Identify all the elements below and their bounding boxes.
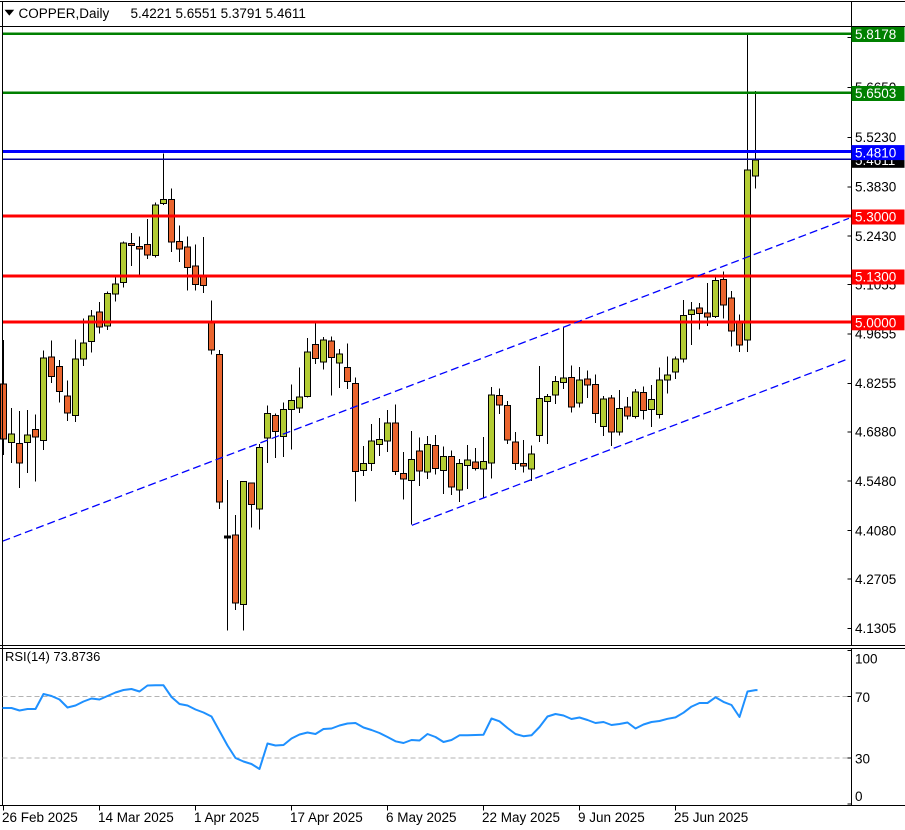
svg-text:4.8255: 4.8255 <box>855 376 896 391</box>
svg-text:4.2705: 4.2705 <box>855 572 896 587</box>
svg-text:70: 70 <box>855 690 870 705</box>
svg-text:0: 0 <box>855 789 863 804</box>
svg-text:5.6503: 5.6503 <box>855 86 896 101</box>
svg-text:9 Jun 2025: 9 Jun 2025 <box>578 810 645 825</box>
svg-text:1 Apr 2025: 1 Apr 2025 <box>194 810 259 825</box>
svg-text:5.3830: 5.3830 <box>855 180 896 195</box>
svg-text:5.8178: 5.8178 <box>855 27 896 42</box>
svg-text:5.1300: 5.1300 <box>855 270 896 285</box>
svg-text:22 May 2025: 22 May 2025 <box>482 810 560 825</box>
svg-text:4.4080: 4.4080 <box>855 523 896 538</box>
svg-text:4.5480: 4.5480 <box>855 474 896 489</box>
svg-text:26 Feb 2025: 26 Feb 2025 <box>2 810 78 825</box>
svg-text:5.4810: 5.4810 <box>855 145 896 160</box>
svg-text:25 Jun 2025: 25 Jun 2025 <box>674 810 748 825</box>
svg-text:COPPER,Daily: COPPER,Daily <box>19 6 110 21</box>
svg-text:14 Mar 2025: 14 Mar 2025 <box>98 810 174 825</box>
svg-text:30: 30 <box>855 751 870 766</box>
svg-text:4.9655: 4.9655 <box>855 327 896 342</box>
svg-text:5.0000: 5.0000 <box>855 316 896 331</box>
svg-text:4.1305: 4.1305 <box>855 621 896 636</box>
svg-text:RSI(14) 73.8736: RSI(14) 73.8736 <box>5 649 100 664</box>
svg-text:5.5230: 5.5230 <box>855 130 896 145</box>
svg-text:5.2430: 5.2430 <box>855 229 896 244</box>
svg-text:17 Apr 2025: 17 Apr 2025 <box>290 810 363 825</box>
svg-text:6 May 2025: 6 May 2025 <box>386 810 457 825</box>
svg-text:5.3000: 5.3000 <box>855 210 896 225</box>
svg-text:4.6880: 4.6880 <box>855 425 896 440</box>
svg-text:5.4221 5.6551 5.3791 5.4611: 5.4221 5.6551 5.3791 5.4611 <box>131 6 306 21</box>
svg-text:100: 100 <box>855 651 878 666</box>
